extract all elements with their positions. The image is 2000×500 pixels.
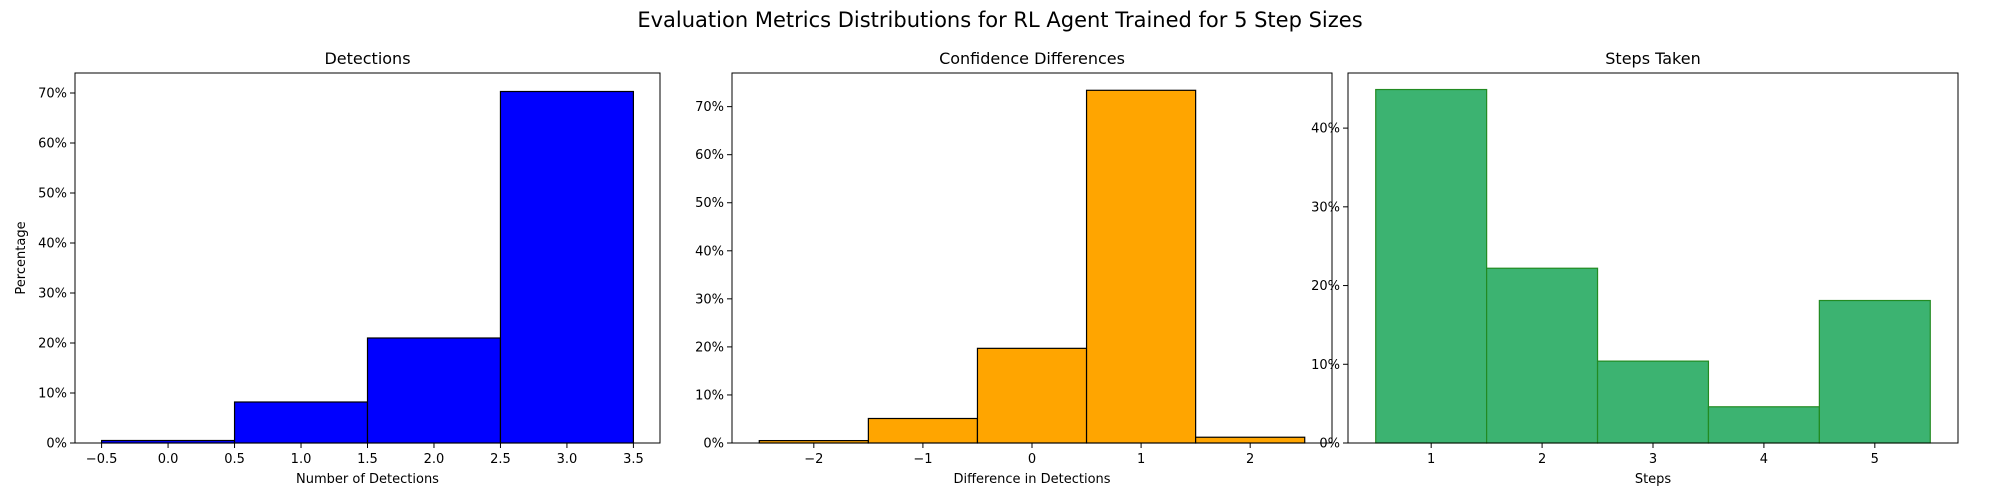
x-axis-label: Number of Detections [296, 472, 439, 487]
x-tick-label: 5 [1871, 452, 1879, 467]
x-tick-label: −2 [804, 452, 823, 467]
bar [1195, 436, 1306, 444]
chart-title: Steps Taken [1605, 49, 1700, 68]
x-tick-label: −0.5 [86, 452, 118, 467]
x-tick-label: 3.0 [557, 452, 578, 467]
bar [1707, 406, 1820, 444]
x-tick-label: 2 [1246, 452, 1254, 467]
y-tick-label: 30% [38, 287, 67, 302]
x-tick-label: 1 [1427, 452, 1435, 467]
x-tick-label: 2.0 [424, 452, 445, 467]
y-tick-label: 0% [703, 437, 724, 452]
chart-panels: −0.5 0.0 0.5 1.0 1.5 2.0 2.5 3.0 3.50%10%20%30%4… [14, 49, 1959, 487]
chart-1: −0.5 0.0 0.5 1.0 1.5 2.0 2.5 3.0 3.5 0% 10% 20% 30% 4… [14, 49, 661, 487]
y-tick-label: 0% [1319, 437, 1340, 452]
x-tick-label: 0.5 [224, 452, 245, 467]
bar [867, 417, 979, 444]
bar [233, 401, 369, 444]
y-tick-label: 70% [38, 87, 67, 102]
y-tick-label: 10% [695, 388, 724, 403]
x-tick-label: 1.5 [357, 452, 378, 467]
y-tick-label: 20% [38, 337, 67, 352]
y-tick-label: 10% [38, 387, 67, 402]
y-tick-label: 30% [1311, 200, 1340, 215]
x-tick-label: 0.0 [158, 452, 179, 467]
y-tick-label: 40% [695, 244, 724, 259]
bar [976, 347, 1088, 444]
x-tick-label: 0 [1028, 452, 1036, 467]
chart-3: 1 2 3 4 5 0% 10% 20% 30% 40% Steps Taken Steps [1311, 49, 1959, 487]
x-tick-label: 2.5 [490, 452, 511, 467]
bar [366, 337, 502, 444]
bar [1085, 89, 1197, 444]
bar [1596, 360, 1710, 444]
x-tick-label: 3.5 [623, 452, 644, 467]
y-tick-label: 50% [695, 196, 724, 211]
y-tick-label: 40% [1311, 122, 1340, 137]
bar [1486, 267, 1599, 444]
y-axis-label: Percentage [14, 221, 29, 294]
figure-title: Evaluation Metrics Distributions for RL … [637, 8, 1362, 32]
bar [1375, 88, 1488, 444]
bar [499, 90, 635, 444]
chart-2: −2 −1 0 1 20%10%20%30%40%50%60%70%Confidence… [695, 49, 1333, 487]
x-tick-label: 4 [1760, 452, 1768, 467]
bar [1818, 299, 1931, 444]
x-axis-label: Difference in Detections [953, 472, 1110, 487]
y-tick-label: 60% [695, 148, 724, 163]
x-tick-label: 1.0 [291, 452, 312, 467]
x-tick-label: 3 [1649, 452, 1657, 467]
y-tick-label: 20% [1311, 279, 1340, 294]
x-tick-label: 1 [1137, 452, 1145, 467]
y-tick-label: 0% [46, 437, 67, 452]
chart-title: Confidence Differences [939, 49, 1125, 68]
x-tick-label: −1 [913, 452, 932, 467]
y-tick-label: 60% [38, 137, 67, 152]
y-tick-label: 70% [695, 100, 724, 115]
chart-title: Detections [324, 49, 410, 68]
y-tick-label: 20% [695, 340, 724, 355]
y-tick-label: 10% [1311, 358, 1340, 373]
y-tick-label: 30% [695, 292, 724, 307]
x-axis-label: Steps [1635, 472, 1672, 487]
y-tick-label: 50% [38, 187, 67, 202]
x-tick-label: 2 [1538, 452, 1546, 467]
y-tick-label: 40% [38, 237, 67, 252]
